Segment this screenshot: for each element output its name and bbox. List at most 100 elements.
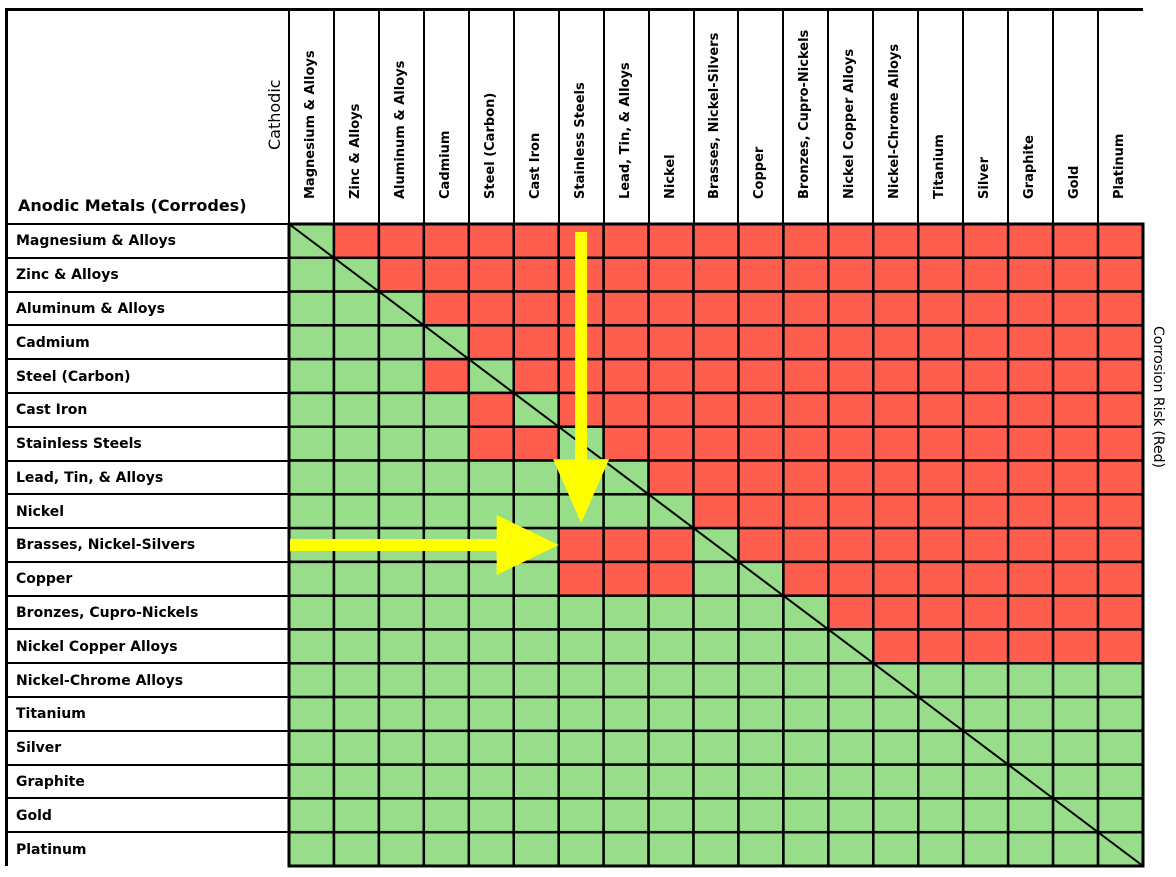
cell-risk	[827, 526, 875, 564]
cell-safe	[602, 729, 650, 766]
cell-safe	[377, 594, 426, 631]
cell-risk	[647, 526, 695, 564]
cell-risk	[872, 391, 920, 428]
cell-risk	[557, 560, 605, 597]
cell-risk	[872, 526, 920, 564]
cell-safe	[467, 594, 515, 631]
cell-safe	[467, 560, 515, 597]
row-header: Brasses, Nickel-Silvers	[5, 527, 289, 562]
cell-safe	[377, 797, 426, 834]
cell-safe	[557, 830, 605, 868]
cell-safe	[827, 695, 875, 733]
cell-safe	[287, 357, 336, 395]
cell-risk	[692, 391, 740, 428]
cell-risk	[827, 256, 875, 293]
cell-risk	[1006, 594, 1055, 631]
cell-risk	[782, 222, 830, 260]
cell-risk	[1096, 526, 1145, 564]
cell-risk	[782, 324, 830, 361]
cell-risk	[602, 222, 650, 260]
cell-risk	[1051, 290, 1100, 327]
cell-safe	[602, 797, 650, 834]
cell-risk	[377, 256, 426, 293]
cell-safe	[422, 493, 471, 530]
cell-safe	[827, 797, 875, 834]
cell-safe	[872, 729, 920, 766]
cell-safe	[377, 560, 426, 597]
column-header: Steel (Carbon)	[467, 8, 514, 224]
cell-risk	[737, 526, 785, 564]
row-header: Nickel Copper Alloys	[5, 628, 289, 664]
cell-safe	[287, 830, 336, 868]
cell-safe	[422, 662, 471, 699]
cell-safe	[692, 628, 740, 665]
column-header: Nickel	[647, 8, 694, 224]
cell-safe	[287, 391, 336, 428]
cell-safe	[1006, 729, 1055, 766]
cell-safe	[332, 594, 381, 631]
cell-risk	[467, 222, 515, 260]
cell-risk	[961, 290, 1010, 327]
cell-risk	[647, 425, 695, 462]
cell-risk	[1051, 493, 1100, 530]
cell-safe	[737, 729, 785, 766]
cell-risk	[1051, 628, 1100, 665]
cell-safe	[422, 459, 471, 496]
cell-risk	[827, 324, 875, 361]
cell-safe	[332, 357, 381, 395]
cell-safe	[377, 357, 426, 395]
cell-risk	[1096, 222, 1145, 260]
cell-safe	[512, 662, 560, 699]
horizontal-arrow-shaft	[290, 539, 500, 551]
cell-safe	[647, 830, 695, 868]
cell-risk	[692, 222, 740, 260]
cell-safe	[737, 763, 785, 800]
cell-risk	[827, 493, 875, 530]
cell-risk	[1006, 290, 1055, 327]
column-header: Titanium	[917, 8, 963, 224]
cell-safe	[782, 729, 830, 766]
cell-safe	[377, 729, 426, 766]
cell-safe	[287, 797, 336, 834]
cell-safe	[602, 662, 650, 699]
cell-safe	[602, 695, 650, 733]
cell-safe	[287, 695, 336, 733]
cell-safe	[782, 763, 830, 800]
cell-risk	[1096, 493, 1145, 530]
cell-safe	[737, 594, 785, 631]
cell-safe	[692, 830, 740, 868]
cell-safe	[287, 459, 336, 496]
row-header: Nickel	[5, 493, 289, 529]
cell-safe	[377, 695, 426, 733]
cell-risk	[961, 493, 1010, 530]
cell-risk	[602, 391, 650, 428]
cell-safe	[512, 797, 560, 834]
row-header: Cadmium	[5, 324, 289, 360]
cell-safe	[467, 797, 515, 834]
cell-risk	[1096, 425, 1145, 462]
cell-safe	[377, 493, 426, 530]
cell-risk	[917, 324, 965, 361]
column-header: Nickel-Chrome Alloys	[872, 8, 918, 224]
cell-safe	[602, 763, 650, 800]
cell-safe	[1096, 695, 1145, 733]
cell-safe	[422, 695, 471, 733]
row-header: Cast Iron	[5, 391, 289, 427]
cell-safe	[782, 797, 830, 834]
horizontal-arrow-head	[496, 515, 559, 575]
cell-risk	[917, 526, 965, 564]
cell-risk	[917, 425, 965, 462]
cell-safe	[557, 695, 605, 733]
cell-risk	[737, 256, 785, 293]
cell-safe	[647, 594, 695, 631]
cell-risk	[917, 222, 965, 260]
cell-safe	[377, 425, 426, 462]
cell-risk	[332, 222, 381, 260]
cell-safe	[422, 797, 471, 834]
cell-safe	[332, 324, 381, 361]
cell-risk	[827, 391, 875, 428]
cell-risk	[692, 493, 740, 530]
cell-risk	[872, 493, 920, 530]
cell-risk	[917, 357, 965, 395]
cell-risk	[782, 357, 830, 395]
